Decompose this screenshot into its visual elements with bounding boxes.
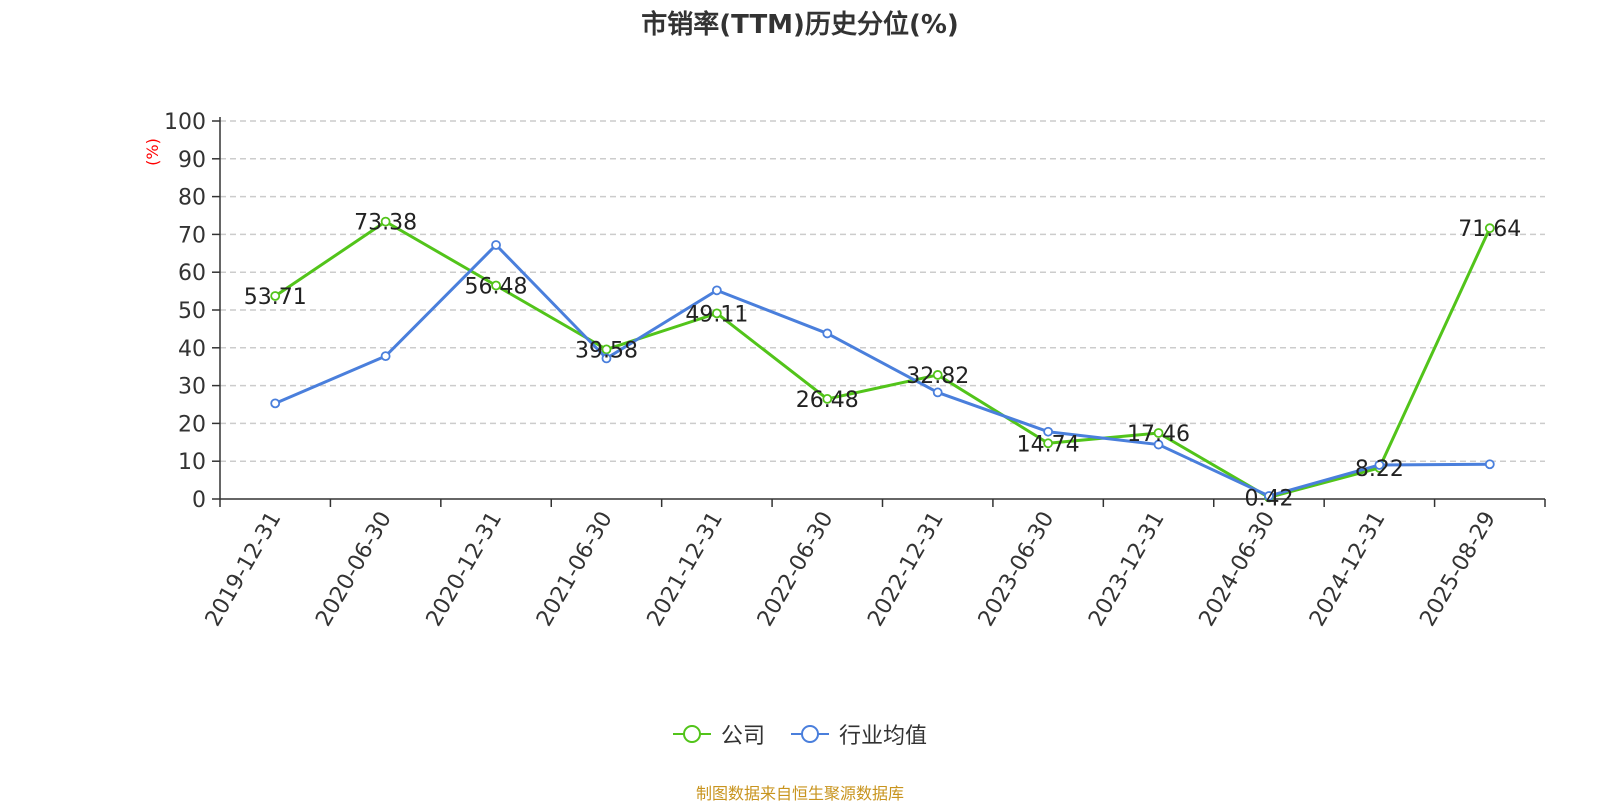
data-point-1 bbox=[270, 398, 281, 409]
data-point-1 bbox=[380, 351, 391, 362]
x-tick-label: 2023-06-30 bbox=[974, 508, 1060, 631]
data-point-1 bbox=[822, 328, 833, 339]
x-tick-label: 2024-06-30 bbox=[1195, 508, 1281, 631]
data-point-0 bbox=[711, 308, 722, 319]
y-axis-label: (%) bbox=[143, 138, 162, 166]
data-labels: 53.71 73.38 56.48 39.58 49.11 26.48 32.82 14.74… bbox=[244, 211, 1522, 512]
x-tick-label: 2021-06-30 bbox=[532, 508, 618, 631]
x-tick-label: 2020-06-30 bbox=[311, 508, 397, 631]
y-tick-label: 100 bbox=[164, 110, 206, 135]
data-point-1 bbox=[1374, 460, 1385, 470]
data-point-0 bbox=[270, 291, 281, 301]
x-tick-label: 2019-12-31 bbox=[201, 508, 287, 631]
data-point-0 bbox=[491, 280, 501, 291]
x-tick-label: 2024-12-31 bbox=[1305, 508, 1391, 631]
data-label: 39.58 bbox=[575, 338, 638, 363]
data-point-0 bbox=[1484, 223, 1495, 234]
y-tick-label: 70 bbox=[178, 223, 206, 248]
x-tick-label: 2023-12-31 bbox=[1084, 508, 1170, 631]
y-tick-label: 10 bbox=[178, 450, 206, 475]
axes: 0 10 20 30 40 50 60 70 80 90 100 2019-12-31 2020-06-… bbox=[164, 110, 1546, 631]
data-label: 26.48 bbox=[796, 388, 859, 413]
legend-item-company[interactable]: 公司 bbox=[672, 718, 765, 750]
series-lines bbox=[270, 216, 1495, 503]
data-point-0 bbox=[932, 370, 943, 380]
data-point-1 bbox=[1264, 491, 1274, 501]
y-tick-label: 80 bbox=[178, 186, 206, 211]
chart-title: 市销率(TTM)历史分位(%) bbox=[641, 10, 959, 40]
data-point-0 bbox=[601, 344, 612, 355]
x-tick-label: 2022-12-31 bbox=[863, 507, 949, 630]
legend-label-company: 公司 bbox=[720, 724, 765, 749]
data-label: 32.82 bbox=[906, 364, 969, 389]
x-tick-label: 2020-12-31 bbox=[422, 507, 508, 630]
y-tick-label: 90 bbox=[178, 148, 206, 173]
legend-item-industry[interactable]: 行业均值 bbox=[791, 718, 927, 750]
data-label: 17.46 bbox=[1127, 422, 1190, 447]
data-point-1 bbox=[1043, 426, 1054, 437]
data-label: 73.38 bbox=[354, 211, 417, 236]
data-point-1 bbox=[601, 353, 612, 364]
grid-lines bbox=[220, 120, 1545, 462]
data-point-1 bbox=[1484, 459, 1495, 470]
series-line-0 bbox=[274, 220, 1492, 499]
y-tick-label: 40 bbox=[178, 337, 206, 362]
data-point-1 bbox=[1153, 439, 1164, 450]
data-point-0 bbox=[1043, 438, 1054, 449]
data-point-0 bbox=[822, 394, 833, 404]
data-point-1 bbox=[932, 387, 943, 398]
data-label: 0.42 bbox=[1244, 486, 1293, 511]
x-tick-label: 2022-06-30 bbox=[753, 508, 839, 631]
legend-label-industry: 行业均值 bbox=[839, 724, 928, 749]
data-label: 53.71 bbox=[244, 285, 307, 310]
data-label: 49.11 bbox=[685, 302, 748, 327]
y-tick-label: 30 bbox=[178, 375, 206, 400]
data-point-0 bbox=[1153, 428, 1164, 438]
data-label: 56.48 bbox=[465, 275, 528, 300]
y-tick-label: 0 bbox=[192, 488, 206, 513]
series-line-1 bbox=[274, 243, 1490, 498]
y-tick-label: 20 bbox=[178, 412, 206, 437]
y-tick-label: 50 bbox=[178, 299, 206, 324]
legend-marker-company-icon bbox=[672, 725, 711, 743]
data-label: 14.74 bbox=[1017, 432, 1080, 457]
data-label: 8.22 bbox=[1355, 457, 1404, 482]
data-point-0 bbox=[380, 216, 391, 227]
data-point-1 bbox=[491, 240, 501, 250]
data-label: 71.64 bbox=[1458, 217, 1521, 242]
data-source-note: 制图数据来自恒生聚源数据库 bbox=[695, 784, 904, 803]
x-tick-label: 2021-12-31 bbox=[642, 508, 728, 631]
y-tick-label: 60 bbox=[178, 261, 206, 286]
legend: 公司 行业均值 bbox=[0, 718, 1600, 750]
data-point-1 bbox=[711, 285, 722, 296]
legend-marker-industry-icon bbox=[791, 725, 829, 743]
x-tick-label: 2025-08-29 bbox=[1415, 508, 1501, 631]
